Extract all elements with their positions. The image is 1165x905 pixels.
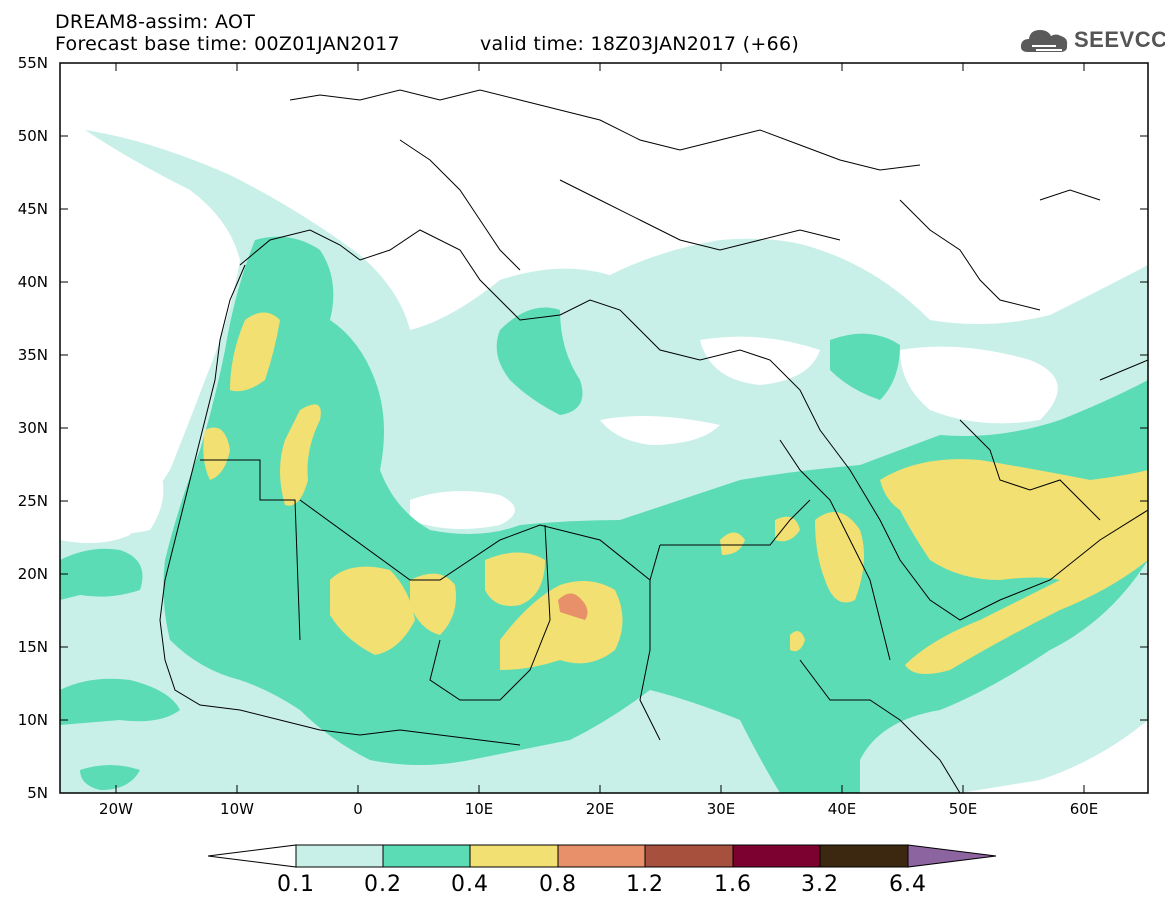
colorbar-swatch-5 — [732, 844, 821, 868]
map-title: DREAM8-assim: AOT — [55, 11, 256, 33]
aot-level-0.4-region — [230, 312, 280, 392]
lat-label-50n: 50N — [17, 127, 48, 145]
lon-label-10w: 10W — [220, 800, 254, 818]
colorbar-label-3: 0.8 — [539, 872, 577, 897]
lon-label-50e: 50E — [948, 800, 978, 818]
colorbar-label-6: 3.2 — [801, 872, 839, 897]
lat-label-45n: 45N — [17, 200, 48, 218]
colorbar-label-1: 0.2 — [364, 872, 402, 897]
colorbar-swatch-4 — [644, 844, 734, 868]
lon-label-0: 0 — [353, 800, 363, 818]
lat-label-20n: 20N — [17, 565, 48, 583]
valid-time: valid time: 18Z03JAN2017 (+66) — [480, 33, 800, 55]
colorbar-swatch-3 — [557, 844, 646, 868]
aot-level-0.8-region — [558, 593, 588, 620]
colorbar-label-4: 1.2 — [626, 872, 664, 897]
lon-label-60e: 60E — [1069, 800, 1099, 818]
seevccc-logo: SEEVCCC — [1018, 24, 1165, 58]
colorbar-swatch-1 — [382, 844, 471, 868]
cloud-icon — [1020, 30, 1068, 52]
aot-level-0.2-region — [163, 236, 1148, 793]
lat-label-30n: 30N — [17, 419, 48, 437]
lon-label-20w: 20W — [99, 800, 133, 818]
colorbar-label-0: 0.1 — [277, 872, 315, 897]
colorbar-swatch-6 — [819, 844, 909, 868]
colorbar-swatch-0 — [295, 844, 384, 868]
lat-label-10n: 10N — [17, 711, 48, 729]
lon-label-20e: 20E — [585, 800, 615, 818]
colorbar-label-7: 6.4 — [889, 872, 927, 897]
lat-label-40n: 40N — [17, 273, 48, 291]
colorbar-low-arrow — [207, 844, 297, 868]
colorbar-swatch-2 — [469, 844, 559, 868]
lon-label-30e: 30E — [706, 800, 736, 818]
lat-label-25n: 25N — [17, 492, 48, 510]
colorbar-label-2: 0.4 — [451, 872, 489, 897]
lat-label-55n: 55N — [17, 54, 48, 72]
lon-label-10e: 10E — [464, 800, 494, 818]
coastlines — [159, 89, 1148, 793]
lat-label-35n: 35N — [17, 346, 48, 364]
colorbar-label-5: 1.6 — [714, 872, 752, 897]
colorbar-high-arrow — [907, 844, 997, 868]
logo-text: SEEVCCC — [1074, 27, 1165, 52]
lon-label-40e: 40E — [827, 800, 857, 818]
lat-label-5n: 5N — [27, 784, 48, 802]
lat-label-15n: 15N — [17, 638, 48, 656]
forecast-base-time: Forecast base time: 00Z01JAN2017 — [55, 33, 400, 55]
colorbar — [207, 844, 997, 868]
